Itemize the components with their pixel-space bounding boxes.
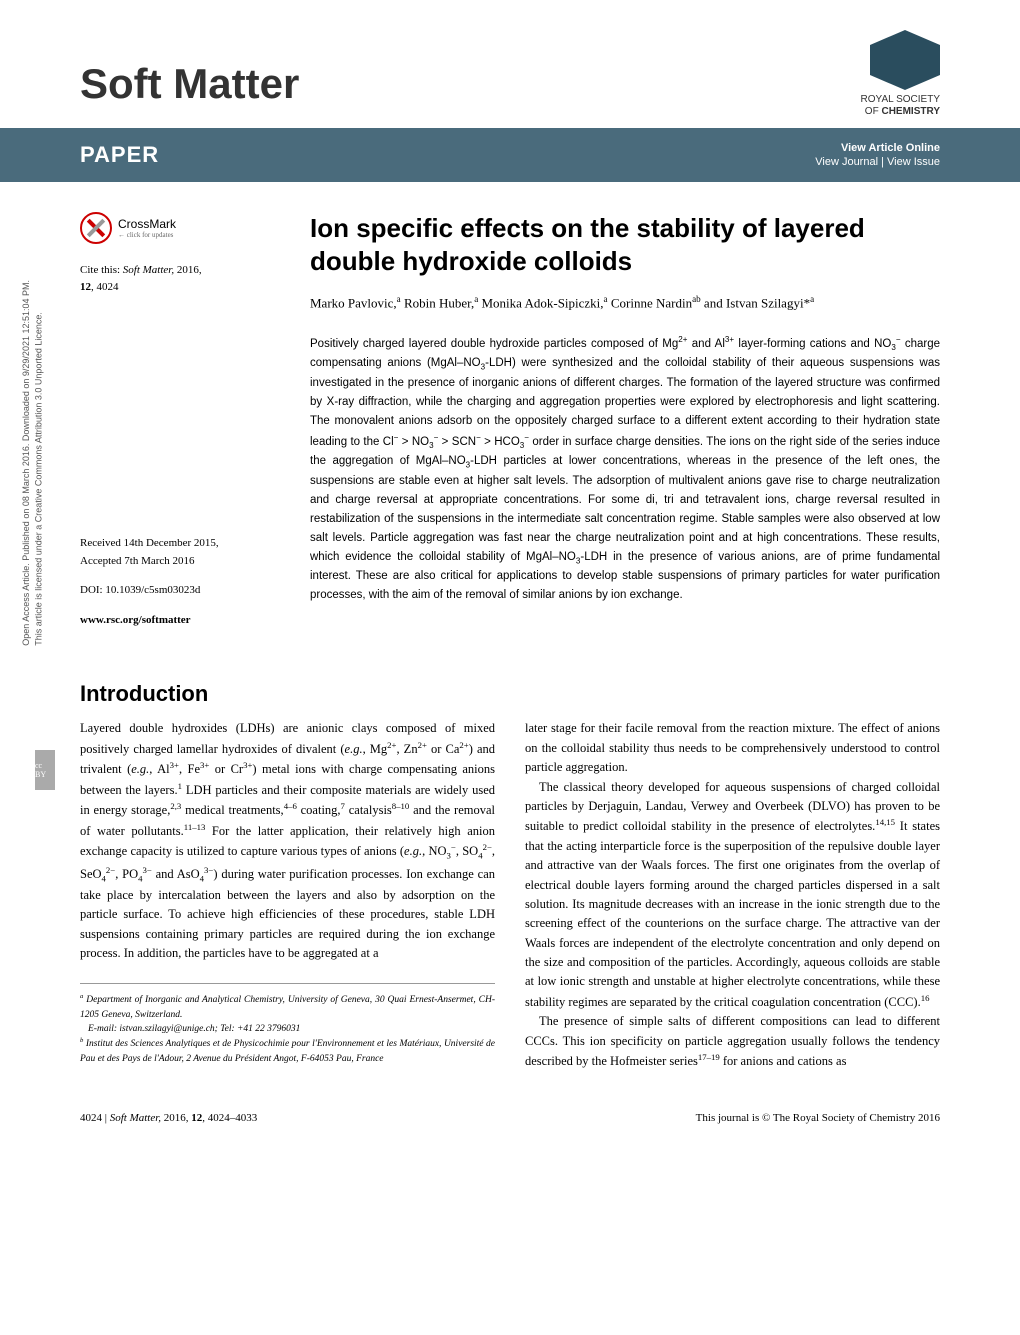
cite-vol: 12 xyxy=(80,281,91,293)
rsc-text: ROYAL SOCIETY OF OF CHEMISTRYCHEMISTRY xyxy=(861,94,940,118)
cc-by-badge-icon: cc BY xyxy=(35,750,55,790)
affiliation-b: b Institut des Sciences Analytiques et d… xyxy=(80,1036,495,1066)
view-links: View Article Online View Journal | View … xyxy=(815,142,940,168)
intro-section: Introduction Layered double hydroxides (… xyxy=(0,671,1020,1101)
crossmark-text-wrap: CrossMark ← click for updates xyxy=(118,217,176,239)
rsc-logo: ROYAL SOCIETY OF OF CHEMISTRYCHEMISTRY xyxy=(861,30,940,118)
view-article-online-link[interactable]: View Article Online xyxy=(815,142,940,154)
crossmark-icon xyxy=(80,212,112,244)
authors-list: Marko Pavlovic,a Robin Huber,a Monika Ad… xyxy=(310,293,940,313)
left-column: CrossMark ← click for updates Cite this:… xyxy=(80,212,280,641)
paper-label: PAPER xyxy=(80,142,159,168)
intro-paragraph: The classical theory developed for aqueo… xyxy=(525,778,940,1013)
received-accepted: Received 14th December 2015, Accepted 7t… xyxy=(80,535,280,570)
crossmark-badge[interactable]: CrossMark ← click for updates xyxy=(80,212,280,244)
intro-paragraph: The presence of simple salts of differen… xyxy=(525,1012,940,1071)
accepted-date: Accepted 7th March 2016 xyxy=(80,555,195,567)
cite-journal: Soft Matter, xyxy=(123,264,174,276)
cite-year: 2016, xyxy=(177,264,202,276)
aff-b-text: Institut des Sciences Analytiques et de … xyxy=(80,1039,495,1063)
right-column: Ion specific effects on the stability of… xyxy=(310,212,940,641)
received-date: Received 14th December 2015, xyxy=(80,537,219,549)
footer-right: This journal is © The Royal Society of C… xyxy=(696,1112,940,1124)
affiliations: a Department of Inorganic and Analytical… xyxy=(80,983,495,1066)
intro-heading: Introduction xyxy=(80,681,940,707)
citation-block: Cite this: Soft Matter, 2016, 12, 4024 xyxy=(80,262,280,295)
doi: DOI: 10.1039/c5sm03023d xyxy=(80,582,280,600)
cite-prefix: Cite this: xyxy=(80,264,123,276)
access-text: Open Access Article. Published on 08 Mar… xyxy=(21,280,31,646)
journal-title: Soft Matter xyxy=(80,60,940,108)
crossmark-label: CrossMark xyxy=(118,217,176,231)
rsc-line2: OF OF CHEMISTRYCHEMISTRY xyxy=(865,106,940,117)
licence-text: This article is licensed under a Creativ… xyxy=(34,312,44,646)
journal-url[interactable]: www.rsc.org/softmatter xyxy=(80,612,280,630)
main-content: CrossMark ← click for updates Cite this:… xyxy=(0,182,1020,671)
rsc-line1: ROYAL SOCIETY xyxy=(861,94,940,105)
sidebar-access-licence: Open Access Article. Published on 08 Mar… xyxy=(20,280,45,646)
view-journal-issue-link[interactable]: View Journal | View Issue xyxy=(815,156,940,168)
intro-body: Layered double hydroxides (LDHs) are ani… xyxy=(80,719,940,1071)
cite-page: , 4024 xyxy=(91,281,119,293)
abstract-text: Positively charged layered double hydrox… xyxy=(310,333,940,605)
page-footer: 4024 | Soft Matter, 2016, 12, 4024–4033 … xyxy=(0,1102,1020,1144)
paper-bar: PAPER View Article Online View Journal |… xyxy=(0,128,1020,182)
crossmark-sublabel: ← click for updates xyxy=(118,231,176,239)
intro-paragraph: Layered double hydroxides (LDHs) are ani… xyxy=(80,719,495,963)
affiliation-email: E-mail: istvan.szilagyi@unige.ch; Tel: +… xyxy=(88,1022,495,1036)
rsc-hexagon-icon xyxy=(870,30,940,90)
journal-header: Soft Matter ROYAL SOCIETY OF OF CHEMISTR… xyxy=(0,0,1020,128)
affiliation-a: a Department of Inorganic and Analytical… xyxy=(80,992,495,1022)
intro-paragraph: later stage for their facile removal fro… xyxy=(525,719,940,777)
article-title: Ion specific effects on the stability of… xyxy=(310,212,940,277)
aff-a-text: Department of Inorganic and Analytical C… xyxy=(80,996,495,1020)
footer-left: 4024 | Soft Matter, 2016, 12, 4024–4033 xyxy=(80,1112,257,1124)
